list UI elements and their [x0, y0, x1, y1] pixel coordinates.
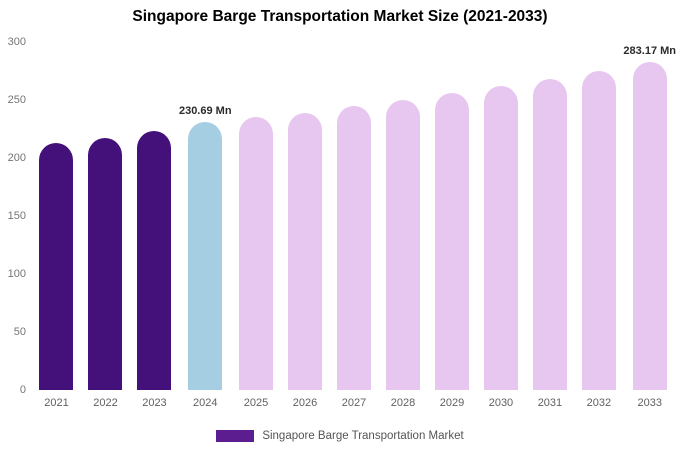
bar-column: 2025 [232, 42, 281, 409]
bar-2029 [434, 93, 469, 390]
bar-column: 2022 [81, 42, 130, 409]
bar-2026 [288, 112, 323, 390]
bar-2022 [88, 138, 123, 390]
y-tick-label: 200 [7, 152, 26, 164]
legend-swatch [216, 430, 255, 442]
y-tick-label: 0 [19, 384, 26, 396]
bar-2030 [483, 86, 518, 390]
bar-column: 2030 [476, 42, 525, 409]
plot-area: 2021 2022 2023 230.69 Mn 2024 2025 2026 2027 202… [32, 42, 677, 409]
x-tick-label: 2029 [439, 397, 465, 409]
y-tick-label: 150 [7, 210, 26, 222]
y-tick-label: 250 [7, 94, 26, 106]
bar-column: 2029 [427, 42, 476, 409]
legend-label: Singapore Barge Transportation Market [262, 430, 464, 442]
bar-column: 2021 [32, 42, 81, 409]
x-tick-label: 2028 [390, 397, 416, 409]
bar-column: 2032 [574, 42, 623, 409]
bar-column: 2026 [281, 42, 330, 409]
bar-annotation: 230.69 Mn [178, 105, 232, 118]
x-tick-label: 2033 [637, 397, 662, 409]
bar-2027 [337, 105, 371, 390]
bar-column: 283.17 Mn 2033 [623, 42, 677, 409]
bar-column: 2023 [130, 42, 179, 409]
x-tick-label: 2027 [341, 397, 367, 409]
y-axis: 0 50 100 150 200 250 300 [0, 0, 28, 450]
x-tick-label: 2021 [44, 397, 69, 409]
bar-2021 [39, 142, 74, 390]
bar-2028 [385, 100, 420, 390]
x-tick-label: 2025 [243, 397, 269, 409]
x-tick-label: 2024 [193, 397, 218, 409]
bar-column: 2031 [525, 42, 574, 409]
bar-2032 [581, 71, 616, 390]
bar-2031 [532, 79, 567, 390]
chart-title: Singapore Barge Transportation Market Si… [132, 8, 548, 25]
legend: Singapore Barge Transportation Market [0, 430, 680, 442]
x-tick-label: 2031 [537, 397, 563, 409]
bar-2024 [188, 122, 223, 390]
x-tick-label: 2026 [292, 397, 318, 409]
x-tick-label: 2022 [93, 397, 118, 409]
bar-2033 [632, 61, 667, 390]
y-tick-label: 300 [7, 36, 26, 48]
bar-2025 [239, 117, 274, 390]
y-tick-label: 100 [7, 268, 26, 280]
x-tick-label: 2032 [586, 397, 612, 409]
bar-2023 [137, 131, 172, 390]
bar-column: 2027 [330, 42, 379, 409]
bar-annotation: 283.17 Mn [623, 44, 677, 57]
bar-column: 230.69 Mn 2024 [178, 42, 232, 409]
y-tick-label: 50 [13, 326, 26, 338]
x-tick-label: 2030 [488, 397, 514, 409]
x-tick-label: 2023 [142, 397, 167, 409]
bar-column: 2028 [379, 42, 428, 409]
